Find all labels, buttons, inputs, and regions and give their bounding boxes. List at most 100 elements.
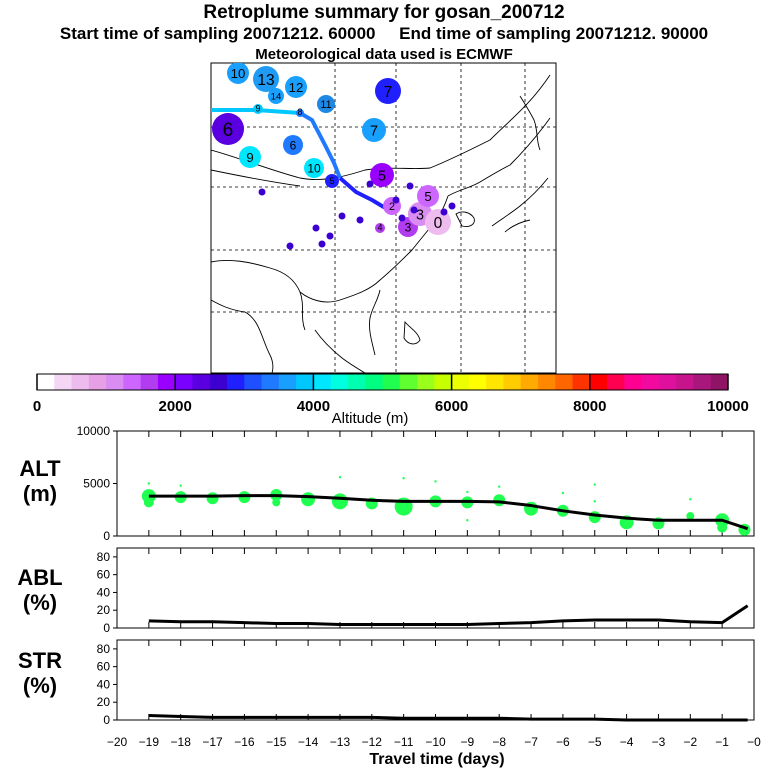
- plume-label: 11: [320, 99, 331, 111]
- colorbar-cell: [503, 374, 522, 390]
- alt-series-line: [148, 494, 749, 531]
- alt-minor-dot: [434, 480, 437, 483]
- x-tick-label: −10: [425, 735, 446, 749]
- plume-point: 13: [253, 66, 279, 92]
- colorbar-cell: [520, 374, 539, 390]
- x-tick-label: −2: [683, 735, 697, 749]
- y-tick-label: 20: [97, 603, 111, 617]
- plume-label: 6: [223, 120, 234, 141]
- plume-label: 3: [416, 207, 424, 223]
- sampling-times: Start time of sampling 20071212. 60000 E…: [0, 24, 768, 44]
- y-tick-label: 0: [103, 621, 110, 635]
- alt-minor-dot: [689, 498, 692, 501]
- plume-point: 0: [425, 209, 451, 235]
- y-tick-label: 80: [97, 550, 111, 564]
- plume-label: 2: [389, 201, 395, 213]
- colorbar-cell: [434, 374, 453, 390]
- colorbar-cell: [227, 374, 245, 390]
- plume-label: 0: [434, 215, 443, 232]
- abl-panel: 0 20 40 60 80: [97, 547, 755, 635]
- plume-marker: [417, 185, 439, 207]
- y-tick-label: 40: [97, 677, 111, 691]
- x-tick-label: −8: [492, 735, 506, 749]
- colorbar-cell: [693, 374, 712, 390]
- colorbar-cell: [106, 374, 124, 390]
- minor-plume-dot: [406, 182, 414, 190]
- colorbar-cell: [468, 374, 487, 390]
- alt-minor-dot: [593, 500, 596, 503]
- plume-marker: [304, 158, 324, 178]
- plume-point: 14: [268, 88, 284, 104]
- x-tick-label: −19: [139, 735, 160, 749]
- colorbar-cell: [313, 374, 332, 390]
- colorbar-cell: [451, 374, 470, 390]
- plume-marker: [285, 76, 307, 98]
- y-tick-label: 40: [97, 585, 111, 599]
- x-tick-label: −14: [298, 735, 319, 749]
- colorbar-cell: [417, 374, 435, 390]
- minor-plume-dot: [326, 232, 334, 240]
- plume-label: 9: [255, 103, 260, 113]
- graticule: [211, 63, 556, 373]
- colorbar-tick-label: 6000: [435, 398, 468, 415]
- colorbar-cell: [140, 374, 159, 390]
- panel-frame: [116, 547, 755, 629]
- x-tick-label: −17: [202, 735, 223, 749]
- colorbar-cell: [589, 374, 608, 390]
- y-tick-label: 0: [103, 529, 110, 543]
- plume-marker: [362, 118, 386, 142]
- alt-minor-dot: [466, 490, 469, 494]
- minor-plume-dot: [318, 240, 326, 248]
- plume-point: 9: [239, 146, 261, 168]
- alt-dot: [588, 511, 601, 524]
- plume-label: 13: [257, 72, 274, 89]
- y-tick-label: 10000: [77, 424, 111, 438]
- minor-plume-dot: [448, 202, 456, 210]
- plume-marker: [375, 78, 401, 104]
- alt-dot: [206, 492, 219, 505]
- colorbar-cell: [607, 374, 625, 390]
- colorbar-cell: [54, 374, 73, 390]
- alt-dot: [686, 512, 695, 521]
- alt-minor-dot: [338, 476, 342, 479]
- plume-point: 9: [253, 103, 263, 114]
- plume-point: 6: [283, 135, 303, 155]
- plume-point: 5: [325, 174, 339, 188]
- minor-plume-dot: [366, 180, 374, 188]
- colorbar-cell: [88, 374, 107, 390]
- colorbar-cell: [278, 374, 297, 390]
- alt-axis-label: ALT (m): [19, 456, 61, 506]
- x-tick-label: −9: [461, 735, 475, 749]
- plume-marker: [268, 88, 284, 104]
- minor-plume-dot: [286, 242, 294, 250]
- x-axis-title: Travel time (days): [369, 751, 504, 768]
- x-tick-label: −1: [715, 735, 729, 749]
- y-tick-label: 60: [97, 660, 111, 674]
- colorbar-cell: [399, 374, 418, 390]
- plume-marker: [212, 113, 244, 145]
- x-tick-label: −18: [171, 735, 192, 749]
- minor-plume-dot: [392, 196, 400, 204]
- coastlines: [211, 74, 551, 373]
- plume-marker: [296, 109, 304, 117]
- colorbar-tick-label: 8000: [573, 398, 606, 415]
- abl-axis-label: ABL (%): [17, 565, 63, 615]
- plume-marker: [425, 209, 451, 235]
- colorbar-cell: [676, 374, 694, 390]
- plume-label: 4: [377, 222, 382, 232]
- minor-plume-dot: [398, 214, 406, 222]
- colorbar-cell: [382, 374, 401, 390]
- colorbar-cells: [37, 374, 729, 390]
- x-tick-label: −3: [652, 735, 666, 749]
- plume-label: 5: [424, 189, 431, 204]
- x-tick-label: −0: [747, 735, 761, 749]
- alt-dot: [272, 498, 281, 507]
- colorbar-label: Altitude (m): [332, 410, 409, 427]
- plume-label: 10: [231, 66, 246, 81]
- alt-minor-dot: [402, 477, 405, 480]
- plume-marker: [227, 63, 249, 84]
- colorbar: 0 2000 4000 6000 8000 10000 Altitude (m): [33, 373, 749, 427]
- str-axis-label: STR (%): [18, 648, 62, 698]
